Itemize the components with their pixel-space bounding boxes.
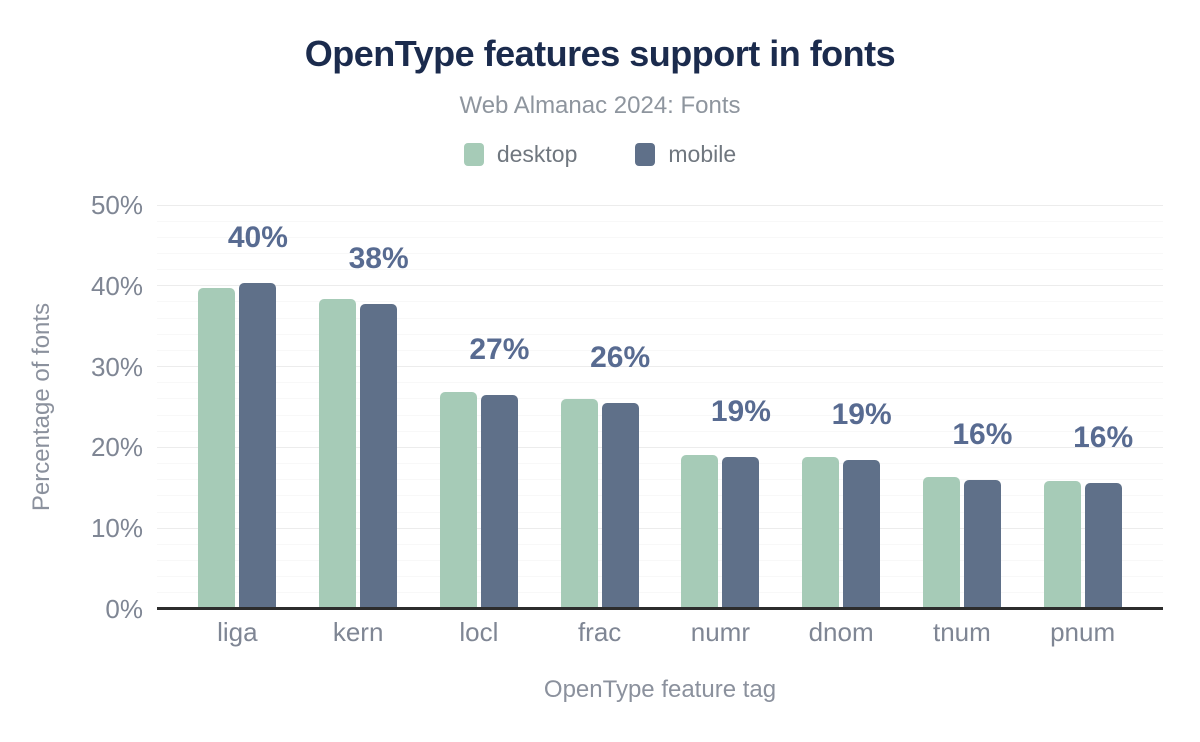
x-tick-label-frac: frac xyxy=(577,617,622,647)
y-tick-label: 10% xyxy=(90,513,143,544)
x-tick-label-numr: numr xyxy=(690,617,750,647)
y-axis-title: Percentage of fonts xyxy=(28,302,55,512)
bar-mobile-pnum xyxy=(1084,482,1122,609)
bar-mobile-liga xyxy=(239,283,277,609)
plot-area: 0% 10% 20% 30% 40% 50% 40% liga 38% kern 27% locl 26… xyxy=(91,192,1163,647)
minor-gridline xyxy=(157,333,1163,335)
x-tick-label-locl: locl xyxy=(459,617,499,647)
bar-mobile-locl xyxy=(480,394,518,609)
y-tick-label: 20% xyxy=(90,432,143,463)
minor-gridline xyxy=(157,220,1163,222)
value-label-frac: 26% xyxy=(590,340,651,374)
minor-gridline xyxy=(157,479,1163,481)
x-axis-line xyxy=(157,607,1163,610)
value-label-dnom: 19% xyxy=(831,397,892,431)
value-label-liga: 40% xyxy=(227,221,288,255)
chart-title: OpenType features support in fonts xyxy=(304,33,896,74)
bar-mobile-frac xyxy=(601,402,639,609)
minor-gridline xyxy=(157,576,1163,578)
major-gridline xyxy=(157,285,1163,287)
minor-gridline xyxy=(157,543,1163,545)
bar-desktop-numr xyxy=(681,455,719,609)
minor-gridline xyxy=(157,511,1163,513)
legend: desktop mobile xyxy=(0,141,1200,168)
minor-gridline xyxy=(157,560,1163,562)
x-axis-title: OpenType feature tag xyxy=(543,676,777,703)
major-gridline xyxy=(157,204,1163,206)
bar-mobile-dnom xyxy=(843,459,881,609)
x-tick-label-tnum: tnum xyxy=(932,617,991,647)
bar-mobile-numr xyxy=(722,457,760,609)
minor-gridline xyxy=(157,430,1163,432)
bar-mobile-tnum xyxy=(963,479,1001,609)
bar-desktop-locl xyxy=(439,392,477,609)
x-tick-label-dnom: dnom xyxy=(808,617,874,647)
minor-gridline xyxy=(157,398,1163,400)
minor-gridline xyxy=(157,317,1163,319)
legend-swatch-mobile xyxy=(635,143,656,166)
bar-desktop-kern xyxy=(319,298,357,609)
major-gridline xyxy=(157,366,1163,368)
bar-mobile-kern xyxy=(360,304,398,609)
minor-gridline xyxy=(157,382,1163,384)
minor-gridline xyxy=(157,414,1163,416)
value-label-locl: 27% xyxy=(469,332,530,366)
bar-desktop-dnom xyxy=(802,457,840,609)
minor-gridline xyxy=(157,269,1163,271)
y-tick-label: 40% xyxy=(90,270,143,301)
value-label-pnum: 16% xyxy=(1073,420,1134,454)
bar-desktop-pnum xyxy=(1043,480,1081,609)
y-tick-label: 0% xyxy=(105,594,143,624)
legend-item-desktop: desktop xyxy=(463,141,578,168)
bar-desktop-tnum xyxy=(922,477,960,609)
minor-gridline xyxy=(157,252,1163,254)
x-tick-label-pnum: pnum xyxy=(1050,617,1116,647)
value-label-tnum: 16% xyxy=(952,417,1013,451)
minor-gridline xyxy=(157,592,1163,594)
bar-desktop-frac xyxy=(560,398,598,609)
major-gridline xyxy=(157,527,1163,529)
legend-label-desktop: desktop xyxy=(496,141,578,167)
y-tick-label: 30% xyxy=(90,351,143,382)
legend-item-mobile: mobile xyxy=(635,141,736,168)
major-gridline xyxy=(157,446,1163,448)
legend-swatch-desktop xyxy=(463,143,484,166)
minor-gridline xyxy=(157,301,1163,303)
bar-desktop-liga xyxy=(198,288,236,609)
minor-gridline xyxy=(157,349,1163,351)
x-tick-label-kern: kern xyxy=(332,617,384,647)
minor-gridline xyxy=(157,236,1163,238)
x-tick-label-liga: liga xyxy=(217,617,258,647)
minor-gridline xyxy=(157,495,1163,497)
minor-gridline xyxy=(157,463,1163,465)
chart-subtitle: Web Almanac 2024: Fonts xyxy=(459,92,741,119)
y-tick-label: 50% xyxy=(90,190,143,220)
value-label-numr: 19% xyxy=(710,395,771,429)
legend-label-mobile: mobile xyxy=(668,141,737,167)
value-label-kern: 38% xyxy=(348,242,409,276)
